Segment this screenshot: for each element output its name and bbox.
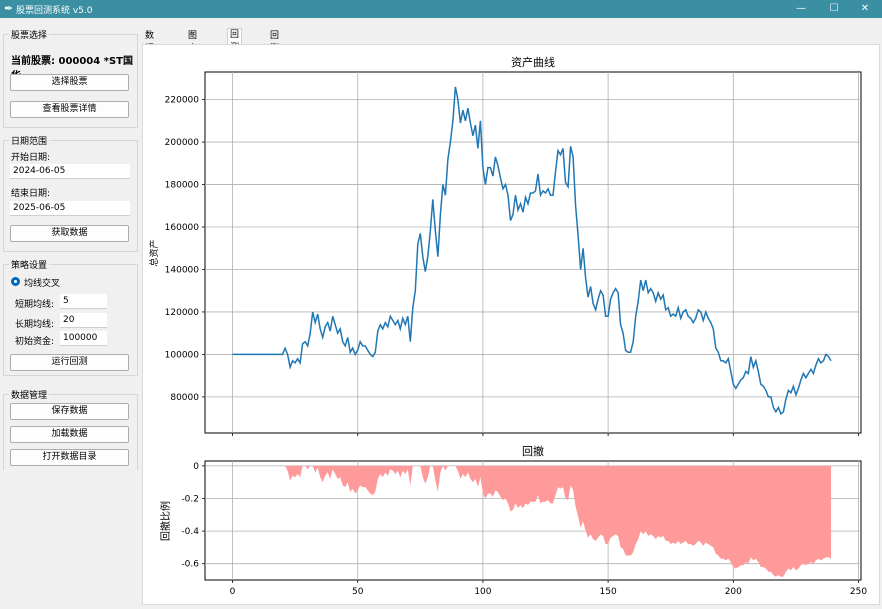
equity-chart: 80000 100000 120000 140000 160000 180000 20000…	[148, 55, 862, 436]
fetch-data-button[interactable]: 获取数据	[10, 225, 129, 242]
drawdown-y-axis-label: 回撤比例	[159, 501, 172, 541]
y-tick-label: 120000	[165, 308, 200, 318]
y-tick-label: -0.2	[181, 494, 199, 504]
drawdown-y-ticks: 0 -0.2 -0.4 -0.6	[181, 462, 205, 570]
short-ma-input[interactable]: 5	[60, 294, 107, 309]
capital-input[interactable]: 100000	[60, 331, 107, 346]
tab-chart-analysis[interactable]: 图表分析	[188, 31, 198, 80]
window-title: 股票回测系统 v5.0	[16, 6, 93, 16]
equity-chart-title: 资产曲线	[511, 55, 555, 69]
y-tick-label: -0.6	[181, 560, 199, 570]
start-date-label: 开始日期:	[11, 153, 51, 163]
x-tick-label: 100	[474, 587, 491, 597]
drawdown-area	[232, 465, 831, 577]
strategy-group	[3, 264, 138, 376]
y-tick-label: 0	[193, 462, 199, 472]
capital-label: 初始资金:	[15, 337, 55, 347]
select-stock-button[interactable]: 选择股票	[10, 74, 129, 91]
tab-backtest-results[interactable]: 回测结果	[227, 28, 243, 79]
feather-pen-icon: ✒	[4, 2, 14, 15]
drawdown-chart: 0 50 100 150 200 250 0 -0.2 -0.4 -0.6 回撤 回撤比例	[159, 444, 867, 597]
open-data-dir-button[interactable]: 打开数据目录	[10, 449, 129, 466]
y-tick-label: 140000	[165, 265, 200, 275]
stock-selection-group	[3, 34, 138, 128]
results-panel: 80000 100000 120000 140000 160000 180000 20000…	[142, 44, 880, 605]
equity-plot-area	[204, 71, 862, 434]
load-data-button[interactable]: 加载数据	[10, 426, 129, 443]
tab-backtest-metrics[interactable]: 回测指标	[270, 31, 280, 80]
drawdown-chart-title: 回撤	[522, 444, 544, 458]
date-range-group	[3, 140, 138, 252]
run-backtest-button[interactable]: 运行回测	[10, 354, 129, 371]
y-tick-label: 80000	[170, 393, 199, 403]
drawdown-x-ticks: 0 50 100 150 200 250	[230, 580, 867, 597]
x-tick-label: 50	[352, 587, 364, 597]
ma-cross-radio-label: 均线交叉	[24, 279, 61, 289]
x-tick-label: 250	[850, 587, 867, 597]
sidebar: 股票选择 当前股票: 000004 *ST国华 选择股票 查看股票详情 日期范围…	[3, 28, 138, 606]
x-tick-label: 200	[725, 587, 742, 597]
y-tick-label: 160000	[165, 223, 200, 233]
tab-data-preview[interactable]: 数据预览	[145, 31, 155, 80]
end-date-label: 结束日期:	[11, 189, 51, 199]
data-group-title: 数据管理	[9, 388, 50, 401]
end-date-field[interactable]: 2025-06-05	[10, 201, 130, 216]
minimize-button[interactable]: —	[796, 3, 806, 14]
x-tick-label: 0	[230, 587, 236, 597]
long-ma-input[interactable]: 20	[60, 313, 107, 328]
data-management-group	[3, 394, 138, 470]
equity-y-axis-label: 总资产	[148, 239, 160, 266]
start-date-field[interactable]: 2024-06-05	[10, 164, 130, 179]
stock-group-title: 股票选择	[9, 28, 50, 41]
equity-y-ticks: 80000 100000 120000 140000 160000 180000 20000…	[165, 96, 205, 403]
short-ma-label: 短期均线:	[15, 300, 55, 310]
ma-cross-radio[interactable]	[11, 277, 20, 286]
long-ma-label: 长期均线:	[15, 320, 55, 330]
save-data-button[interactable]: 保存数据	[10, 403, 129, 420]
close-button[interactable]: ✕	[860, 3, 870, 14]
equity-grid	[205, 72, 861, 433]
equity-x-ticks	[232, 433, 859, 436]
y-tick-label: 100000	[165, 350, 200, 360]
y-tick-label: 180000	[165, 181, 200, 191]
x-tick-label: 150	[600, 587, 617, 597]
maximize-button[interactable]: ☐	[829, 3, 839, 14]
equity-line	[232, 86, 832, 416]
window-titlebar: ✒ 股票回测系统 v5.0 — ☐ ✕	[0, 0, 882, 18]
results-figure: 8000010000012000014000016000018000020000…	[148, 55, 867, 597]
y-tick-label: 220000	[165, 96, 200, 106]
date-group-title: 日期范围	[9, 134, 50, 147]
y-tick-label: 200000	[165, 138, 200, 148]
y-tick-label: -0.4	[181, 527, 199, 537]
strategy-group-title: 策略设置	[9, 258, 50, 271]
stock-detail-button[interactable]: 查看股票详情	[10, 101, 129, 118]
